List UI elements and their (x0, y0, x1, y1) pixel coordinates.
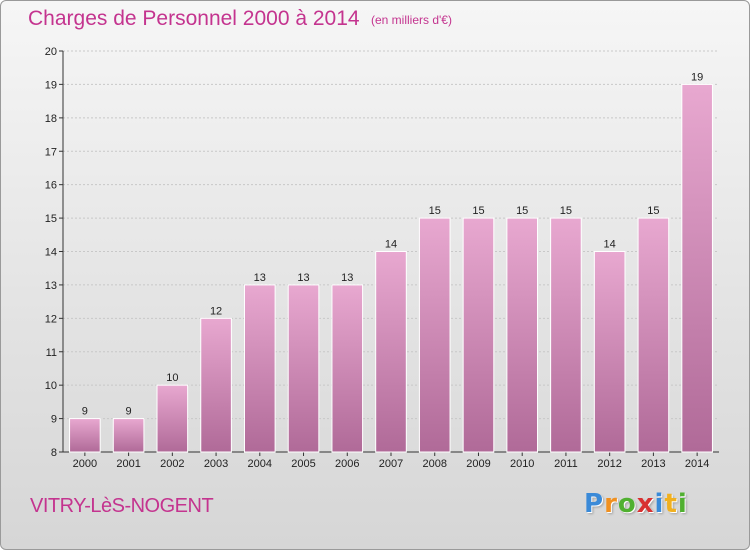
place-name: VITRY-LèS-NOGENT (30, 495, 214, 517)
x-tick-label: 2003 (204, 458, 228, 470)
data-label: 14 (385, 239, 397, 251)
logo-letter: i (654, 489, 665, 519)
y-tick-label: 17 (45, 146, 57, 158)
y-tick-label: 16 (45, 180, 57, 192)
bar (506, 217, 539, 453)
logo-letter: t (664, 489, 678, 519)
y-tick-label: 10 (45, 380, 57, 392)
data-label: 14 (604, 239, 616, 251)
y-tick-label: 18 (45, 113, 57, 125)
bar (243, 284, 276, 453)
bar (681, 83, 713, 453)
y-tick-label: 11 (46, 347, 57, 359)
y-tick-label: 12 (45, 313, 57, 325)
data-label: 13 (297, 272, 309, 284)
data-label: 19 (691, 71, 703, 83)
data-label: 13 (254, 272, 266, 284)
chart-subtitle: (en milliers d'€) (371, 13, 452, 27)
logo-letter: P (584, 489, 605, 519)
bar (156, 384, 189, 453)
data-label: 15 (429, 205, 441, 217)
y-tick-label: 9 (51, 414, 57, 426)
bar (331, 284, 364, 453)
bar (550, 217, 582, 453)
x-tick-label: 2010 (510, 458, 534, 470)
x-tick-label: 2011 (554, 458, 578, 470)
bar (200, 317, 232, 453)
bar (287, 284, 320, 453)
x-tick-label: 2013 (641, 458, 665, 470)
bar (462, 217, 495, 453)
logo-letter: i (677, 489, 688, 519)
data-label: 13 (341, 272, 353, 284)
bars (69, 83, 713, 453)
logo-letter: x (636, 489, 655, 519)
logo-letter: r (604, 489, 618, 519)
x-tick-label: 2005 (291, 458, 315, 470)
x-tick-label: 2014 (685, 458, 709, 470)
data-label: 15 (516, 205, 528, 217)
y-tick-label: 14 (45, 247, 57, 259)
y-tick-label: 20 (45, 46, 57, 58)
y-tick-label: 8 (51, 447, 57, 459)
data-label: 15 (560, 205, 572, 217)
bar (375, 251, 407, 453)
bar (637, 217, 670, 453)
data-label: 15 (472, 205, 484, 217)
labels: 9 9 10 12 13 13 13 14 15 15 15 15 14 15 19 (82, 71, 703, 417)
bar (418, 217, 451, 453)
x-tick-label: 2000 (73, 458, 97, 470)
bar (593, 251, 626, 453)
x-tick-label: 2008 (422, 458, 446, 470)
y-tick-label: 19 (45, 79, 57, 91)
data-label: 15 (647, 205, 659, 217)
data-label: 12 (210, 305, 222, 317)
bar (112, 418, 145, 453)
y-tick-label: 13 (45, 280, 57, 292)
x-tick-label: 2002 (160, 458, 184, 470)
x-tick-label: 2006 (335, 458, 359, 470)
x-tick-label: 2009 (466, 458, 490, 470)
data-label: 9 (126, 406, 132, 418)
proxiti-logo: Proxiti (584, 489, 688, 519)
x-tick-label: 2007 (379, 458, 403, 470)
data-label: 10 (166, 372, 178, 384)
chart-title: Charges de Personnel 2000 à 2014 (28, 7, 360, 30)
data-label: 9 (82, 406, 88, 418)
x-tick-label: 2001 (116, 458, 140, 470)
x-tick-label: 2012 (597, 458, 621, 470)
bar (69, 418, 101, 453)
y-tick-label: 15 (45, 213, 57, 225)
logo-letter: o (617, 489, 637, 519)
x-tick-label: 2004 (248, 458, 272, 470)
